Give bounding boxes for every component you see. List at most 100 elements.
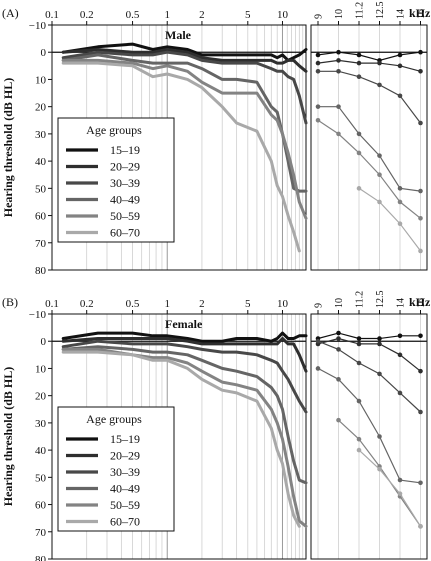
x-tick-label-right: 16 bbox=[416, 9, 427, 19]
legend-item-label: 15–19 bbox=[110, 432, 140, 446]
x-tick-label: 5 bbox=[245, 298, 251, 310]
series-line bbox=[61, 345, 308, 485]
series-point-hf bbox=[418, 524, 423, 529]
series-point-hf bbox=[377, 60, 382, 66]
series-point-hf bbox=[336, 68, 341, 74]
series-line bbox=[61, 337, 308, 373]
plot-frame bbox=[51, 313, 307, 560]
y-tick-label: 70 bbox=[35, 527, 47, 539]
series-line-hf bbox=[317, 119, 421, 219]
series-line-hf bbox=[317, 59, 421, 72]
legend-box bbox=[57, 406, 175, 532]
y-tick-label: −10 bbox=[29, 309, 47, 321]
series-point-hf bbox=[336, 347, 341, 352]
y-tick-label: 10 bbox=[35, 74, 47, 86]
plot-frame-right bbox=[310, 24, 428, 271]
series-line-hf bbox=[358, 187, 421, 252]
panel-label: (B) bbox=[2, 295, 18, 309]
series-line bbox=[61, 58, 308, 220]
y-tick-label: 80 bbox=[35, 554, 47, 561]
x-tick-label: 1 bbox=[164, 298, 170, 310]
series-point-hf bbox=[315, 104, 321, 109]
x-tick-label: 0.1 bbox=[45, 298, 59, 310]
x-tick-label-right: 14 bbox=[396, 9, 407, 19]
series-point-hf bbox=[356, 436, 362, 442]
series-line-hf bbox=[318, 70, 421, 124]
series-point-hf bbox=[336, 49, 341, 55]
y-tick-label: 50 bbox=[35, 472, 47, 484]
y-tick-label: 40 bbox=[35, 445, 47, 457]
x-tick-label: 2 bbox=[199, 298, 205, 310]
series-point-hf bbox=[336, 58, 341, 63]
series-point-hf bbox=[356, 60, 362, 66]
series-point-hf bbox=[397, 221, 403, 227]
legend: Age groups 15–19 20–29 30–39 40–49 50–59 60–70 bbox=[57, 117, 175, 243]
y-tick-label: 30 bbox=[35, 418, 47, 430]
series-line-hf bbox=[317, 367, 421, 484]
x-tick-label-right: 10 bbox=[334, 9, 345, 19]
series-point-hf bbox=[418, 188, 423, 194]
series-point-hf bbox=[315, 366, 321, 371]
series-point-hf bbox=[377, 172, 382, 178]
series-point-hf bbox=[336, 104, 341, 109]
series-point-hf bbox=[397, 352, 403, 358]
series-line-hf bbox=[317, 340, 421, 413]
x-tick-label: 0.5 bbox=[126, 298, 140, 310]
series-line-hf bbox=[358, 449, 422, 527]
series-line-hf bbox=[317, 337, 421, 372]
series-point-hf bbox=[377, 341, 382, 347]
series-point-hf bbox=[377, 199, 382, 205]
series-point-hf bbox=[356, 150, 362, 156]
series-line bbox=[61, 48, 308, 73]
series-point-hf bbox=[418, 409, 423, 415]
y-tick-label: 20 bbox=[35, 391, 47, 403]
x-tick-label: 10 bbox=[277, 9, 289, 21]
series-point-hf bbox=[397, 52, 403, 58]
series-point-hf bbox=[356, 52, 362, 58]
y-tick-label: 70 bbox=[35, 238, 47, 250]
legend-item-label: 50–59 bbox=[110, 498, 140, 512]
legend-item-label: 20–29 bbox=[110, 449, 140, 463]
legend-item-label: 50–59 bbox=[110, 209, 140, 223]
legend-box bbox=[57, 117, 175, 243]
series-line bbox=[61, 347, 308, 528]
series-point-hf bbox=[377, 434, 382, 439]
series-line-hf bbox=[317, 51, 421, 62]
x-tick-label-right: 9 bbox=[314, 303, 325, 308]
y-axis-label: Hearing threshold (dB HL) bbox=[1, 367, 15, 506]
x-tick-label: 5 bbox=[245, 9, 251, 21]
series-point-hf bbox=[377, 371, 382, 377]
series-point-hf bbox=[397, 199, 403, 205]
series-point-hf bbox=[315, 338, 321, 344]
legend-item-label: 20–29 bbox=[110, 160, 140, 174]
series-point-hf bbox=[397, 186, 403, 191]
series-line bbox=[61, 331, 308, 343]
x-tick-label: 0.2 bbox=[80, 9, 94, 21]
chart-panel-b: −10 0 10 20 30 40 50 60 70 80 0.1 0.2 0.5 1 2 5 10 9 10 11.… bbox=[1, 291, 431, 561]
legend-item-label: 40–49 bbox=[110, 193, 140, 207]
series-point-hf bbox=[315, 68, 321, 74]
legend-item-label: 60–70 bbox=[110, 515, 140, 529]
series-point-hf bbox=[356, 447, 362, 453]
x-tick-label-right: 12.5 bbox=[375, 2, 386, 20]
series-line-hf bbox=[317, 332, 421, 340]
series-point-hf bbox=[397, 491, 403, 496]
series-point-hf bbox=[418, 248, 423, 254]
series-point-hf bbox=[356, 336, 362, 341]
series-point-hf bbox=[356, 398, 362, 404]
y-tick-label: 80 bbox=[35, 265, 47, 277]
series-point-hf bbox=[336, 330, 341, 336]
x-tick-label-right: 11.2 bbox=[355, 291, 366, 308]
series-point-hf bbox=[418, 49, 423, 55]
x-tick-label: 0.5 bbox=[126, 9, 140, 21]
series-point-hf bbox=[356, 186, 362, 191]
series-point-hf bbox=[356, 74, 362, 80]
series-point-hf bbox=[418, 120, 423, 126]
series-point-hf bbox=[377, 336, 382, 341]
plot-frame bbox=[51, 24, 307, 271]
x-tick-label: 2 bbox=[199, 9, 205, 21]
series-point-hf bbox=[397, 477, 403, 483]
x-tick-label-right: 9 bbox=[314, 14, 325, 19]
y-tick-label: 60 bbox=[35, 211, 47, 223]
series-point-hf bbox=[397, 390, 403, 396]
